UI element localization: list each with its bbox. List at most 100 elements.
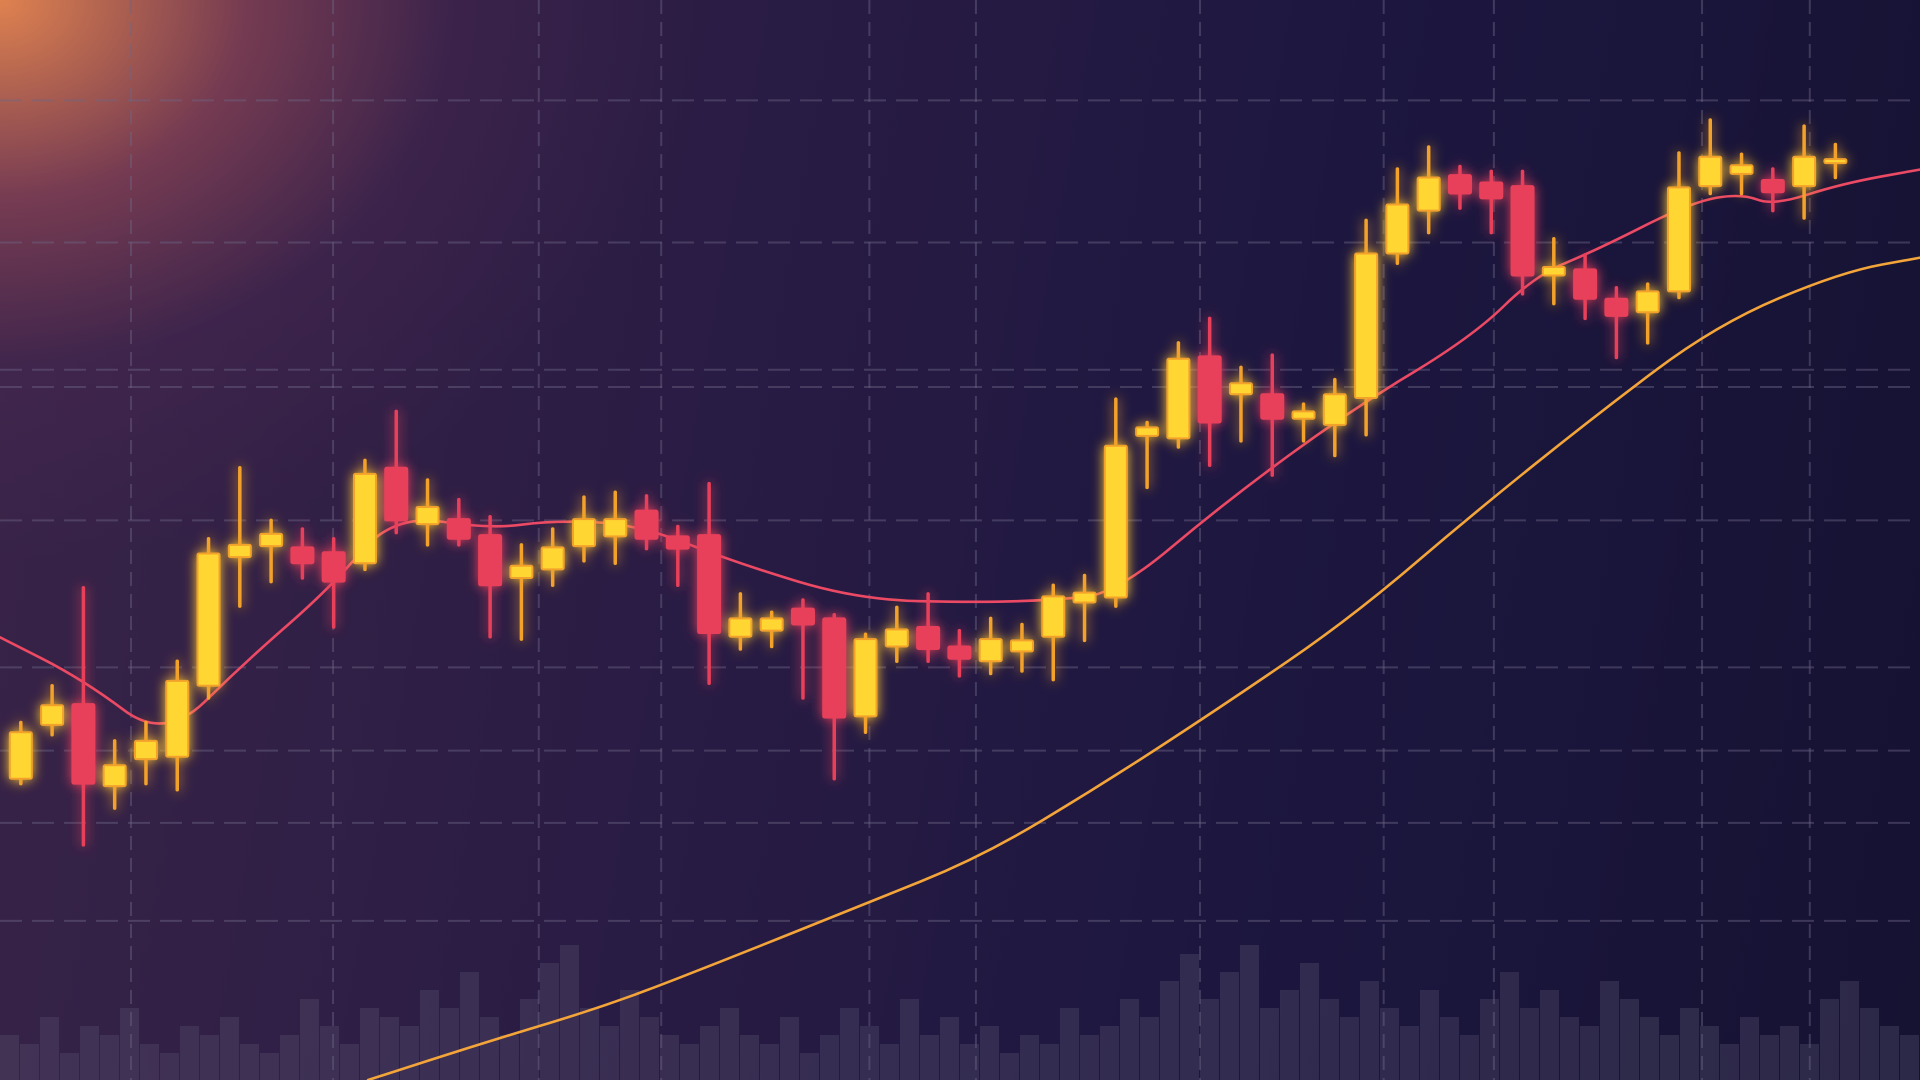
bullish-candle [1009, 622, 1034, 673]
volume-bar [980, 1026, 999, 1080]
bullish-candle [196, 537, 221, 700]
volume-bar [1540, 990, 1559, 1080]
volume-bar [1400, 1026, 1419, 1080]
volume-bar [1780, 1026, 1799, 1080]
volume-bar [1660, 1035, 1679, 1080]
volume-bar [1180, 954, 1199, 1080]
bearish-candle [947, 628, 972, 678]
bullish-candle [1072, 573, 1097, 643]
volume-bar [480, 1017, 499, 1080]
volume-bar [1340, 1017, 1359, 1080]
volume-bar [1360, 981, 1379, 1080]
bullish-candle [1698, 118, 1723, 196]
volume-bar [1800, 1044, 1819, 1080]
volume-bar [200, 1035, 219, 1080]
candle-body [227, 543, 252, 559]
volume-bar [1120, 999, 1139, 1080]
bearish-candle [1447, 164, 1472, 210]
candle-body [790, 607, 815, 626]
candle-body [884, 628, 909, 648]
bullish-candle [1729, 152, 1754, 196]
bullish-candle [571, 495, 596, 563]
bullish-candle [1166, 341, 1191, 449]
candle-body [1698, 155, 1723, 188]
candle-body [978, 638, 1003, 663]
volume-bar [1280, 990, 1299, 1080]
volume-bar [280, 1035, 299, 1080]
candle-body [478, 534, 503, 587]
bearish-candle [1573, 252, 1598, 321]
slow-moving-average-line [366, 256, 1920, 1080]
bearish-candle [1510, 169, 1535, 296]
volume-bar [1460, 1035, 1479, 1080]
volume-bar [840, 1008, 859, 1080]
volume-bar [240, 1044, 259, 1080]
volume-bar [700, 1026, 719, 1080]
volume-bar [1840, 981, 1859, 1080]
candle-body [1510, 185, 1535, 277]
volume-bar [60, 1053, 79, 1080]
volume-bar [180, 1026, 199, 1080]
candle-body [1729, 164, 1754, 175]
volume-bar [680, 1044, 699, 1080]
bearish-candle [916, 592, 941, 663]
candle-body [1635, 290, 1660, 314]
candle-body [1072, 591, 1097, 604]
volume-bar [320, 1026, 339, 1080]
volume-bar [860, 1026, 879, 1080]
volume-bar [1240, 945, 1259, 1080]
volume-bar [1220, 972, 1239, 1080]
candle-body [634, 509, 659, 540]
volume-bar [1600, 981, 1619, 1080]
volume-bar [1700, 1026, 1719, 1080]
candle-body [1416, 176, 1441, 212]
bullish-candle [509, 543, 534, 641]
volume-bar [1560, 1017, 1579, 1080]
bullish-candle [1823, 142, 1848, 180]
candle-body [1166, 357, 1191, 440]
candle-body [321, 551, 346, 583]
volume-bar [40, 1017, 59, 1080]
candle-body [446, 518, 471, 540]
candle-body [165, 679, 190, 758]
candle-body [259, 532, 284, 548]
candle-body [759, 617, 784, 632]
candle-body [1666, 186, 1691, 293]
bullish-candle [1103, 397, 1128, 608]
bearish-candle [478, 514, 503, 639]
volume-bar [880, 1044, 899, 1080]
volume-bar [1720, 1044, 1739, 1080]
bullish-candle [728, 592, 753, 651]
candle-body [1197, 355, 1222, 424]
bearish-candle [790, 598, 815, 700]
candle-body [415, 505, 440, 526]
candle-body [509, 564, 534, 579]
candle-body [384, 466, 409, 522]
candle-body [1573, 268, 1598, 300]
volume-bar [1620, 999, 1639, 1080]
volume-bar [1380, 1008, 1399, 1080]
candle-body [196, 552, 221, 687]
bullish-candle [853, 632, 878, 734]
volume-bar [940, 1017, 959, 1080]
volume-bar [1740, 1017, 1759, 1080]
bullish-candle [1135, 420, 1160, 490]
volume-bar [400, 1026, 419, 1080]
candle-body [71, 703, 96, 785]
volume-bar [1200, 999, 1219, 1080]
bearish-candle [1260, 353, 1285, 477]
volume-bar [120, 1008, 139, 1080]
volume-bar [600, 1026, 619, 1080]
volume-bar [580, 1008, 599, 1080]
bullish-candle [884, 605, 909, 663]
candle-body [40, 704, 65, 726]
volume-bar [1860, 1008, 1879, 1080]
bearish-candle [665, 524, 690, 588]
candle-body [603, 518, 628, 538]
bullish-candle [227, 466, 252, 608]
volume-bar [740, 1035, 759, 1080]
volume-bar [900, 999, 919, 1080]
bullish-candle [40, 683, 65, 737]
